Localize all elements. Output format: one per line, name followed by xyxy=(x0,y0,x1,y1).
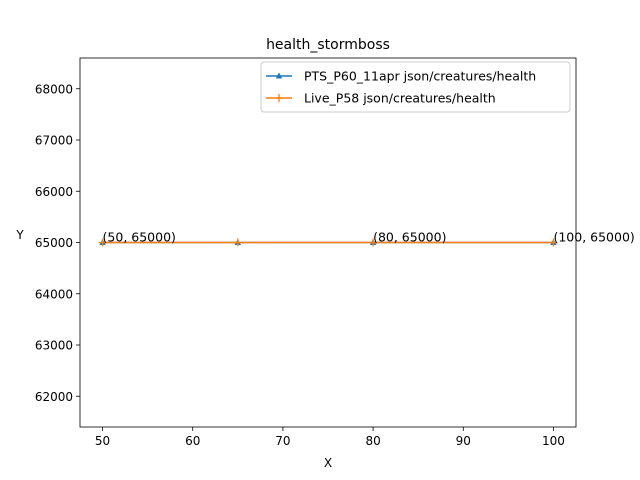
x-tick-label: 100 xyxy=(542,434,565,448)
legend-entry-label: PTS_P60_11apr json/creatures/health xyxy=(304,69,536,84)
legend-box xyxy=(260,61,571,113)
plot-layer: 50 60 70 80 90 100 62000 63000 64000 65000 66000 67… xyxy=(35,57,635,448)
chart-title: health_stormboss xyxy=(266,37,390,53)
x-tick-label: 80 xyxy=(365,434,380,448)
point-annotation: (80, 65000) xyxy=(373,230,446,245)
data-point-marker xyxy=(549,238,558,247)
y-tick-label: 66000 xyxy=(35,185,73,199)
plot-frame xyxy=(79,57,577,428)
x-tick-label: 90 xyxy=(456,434,471,448)
data-point-marker xyxy=(98,238,107,247)
y-tick-label: 67000 xyxy=(35,134,73,148)
legend-entry-label: Live_P58 json/creatures/health xyxy=(304,91,496,106)
legend-swatch-marker xyxy=(275,94,283,102)
x-tick-label: 50 xyxy=(95,434,110,448)
x-axis-label: X xyxy=(324,456,332,470)
y-tick-label: 63000 xyxy=(35,339,73,353)
point-annotation: (100, 65000) xyxy=(553,230,634,245)
y-tick-label: 68000 xyxy=(35,82,73,96)
data-point-marker xyxy=(233,238,242,247)
x-tick-label: 60 xyxy=(185,434,200,448)
y-tick-label: 65000 xyxy=(35,236,73,250)
x-tick-label: 70 xyxy=(275,434,290,448)
legend-swatch-marker xyxy=(275,72,283,79)
legend: PTS_P60_11apr json/creatures/health Live_… xyxy=(260,61,571,113)
y-tick-label: 64000 xyxy=(35,287,73,301)
y-axis-label: Y xyxy=(15,228,24,242)
y-tick-label: 62000 xyxy=(35,390,73,404)
point-annotation: (50, 65000) xyxy=(103,230,176,245)
data-point-marker xyxy=(369,238,378,247)
